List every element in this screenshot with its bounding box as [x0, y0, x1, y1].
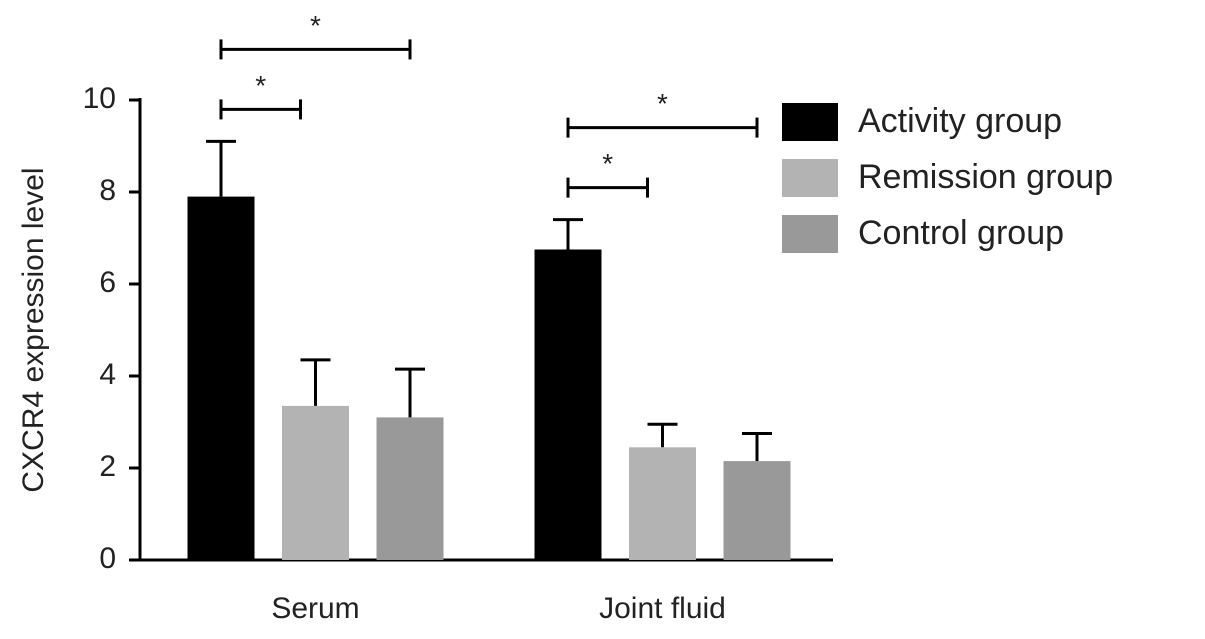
legend-label: Remission group	[858, 158, 1113, 196]
legend-swatch	[782, 103, 838, 141]
y-tick-label: 10	[83, 82, 116, 115]
y-tick-label: 2	[99, 450, 116, 483]
x-tick-label: Joint fluid	[599, 592, 726, 625]
y-tick-label: 6	[99, 266, 116, 299]
bar	[723, 461, 791, 560]
significance-label: *	[255, 70, 266, 101]
bar	[282, 405, 349, 560]
bar	[187, 196, 255, 560]
legend-label: Control group	[858, 214, 1064, 252]
legend-swatch	[782, 159, 838, 197]
y-axis-label: CXCR4 expression level	[17, 167, 50, 492]
legend-swatch	[782, 215, 838, 253]
x-tick-label: Serum	[271, 592, 359, 625]
y-tick-label: 0	[99, 542, 116, 575]
bar	[629, 447, 696, 560]
bar	[376, 417, 444, 560]
bar	[534, 249, 602, 560]
significance-label: *	[602, 148, 613, 179]
legend-label: Activity group	[858, 102, 1062, 140]
significance-label: *	[657, 88, 668, 119]
y-tick-label: 4	[99, 358, 116, 391]
significance-label: *	[310, 10, 321, 41]
y-tick-label: 8	[99, 174, 116, 207]
